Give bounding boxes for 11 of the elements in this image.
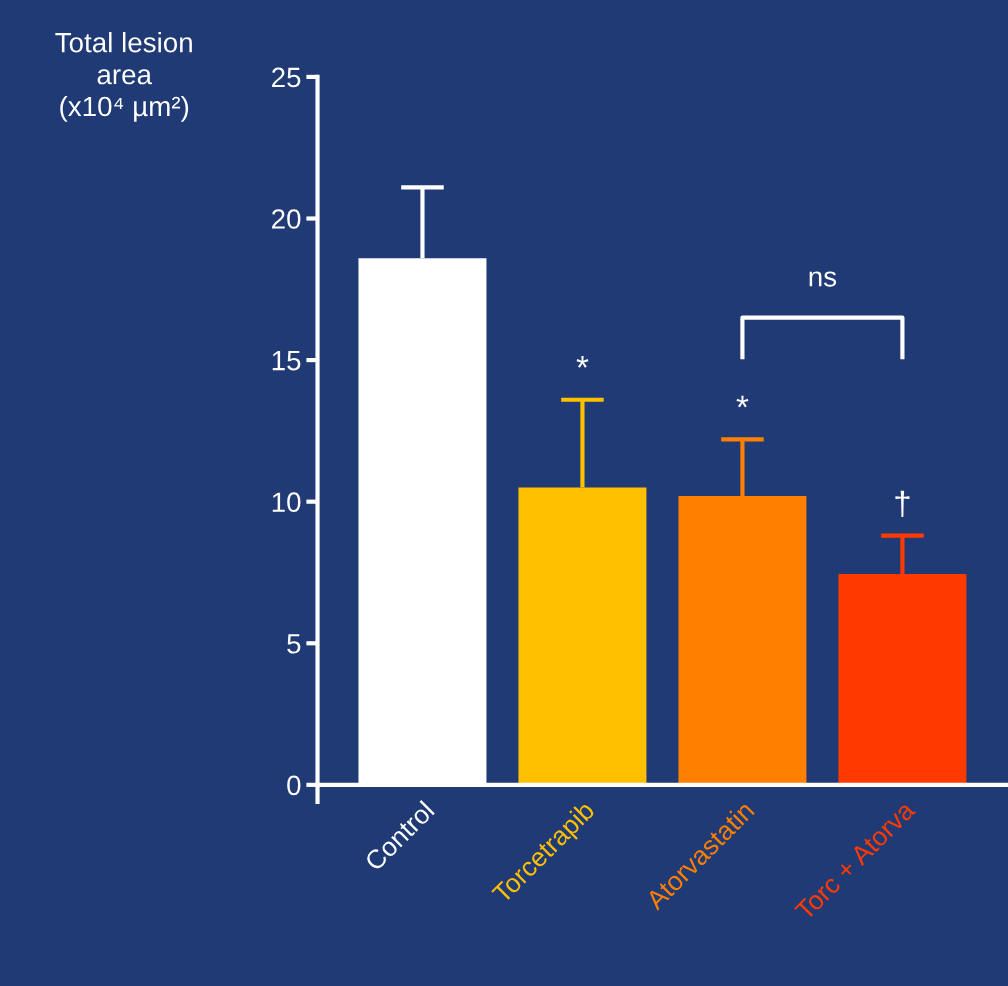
y-tick-label: 5	[287, 634, 301, 654]
y-tick-label: 0	[287, 775, 301, 796]
y-tick-label: 20	[272, 209, 301, 229]
y-tick-label: 15	[272, 351, 301, 371]
annotation: *	[736, 395, 749, 408]
y-axis-title: Total lesion area (x10⁴ µm²)	[55, 32, 192, 122]
y-tick-label: 10	[272, 492, 301, 513]
annotation: *	[576, 355, 589, 368]
y-tick-label: 25	[272, 67, 301, 88]
annotation: ns	[809, 271, 837, 287]
annotation: †	[895, 490, 910, 518]
